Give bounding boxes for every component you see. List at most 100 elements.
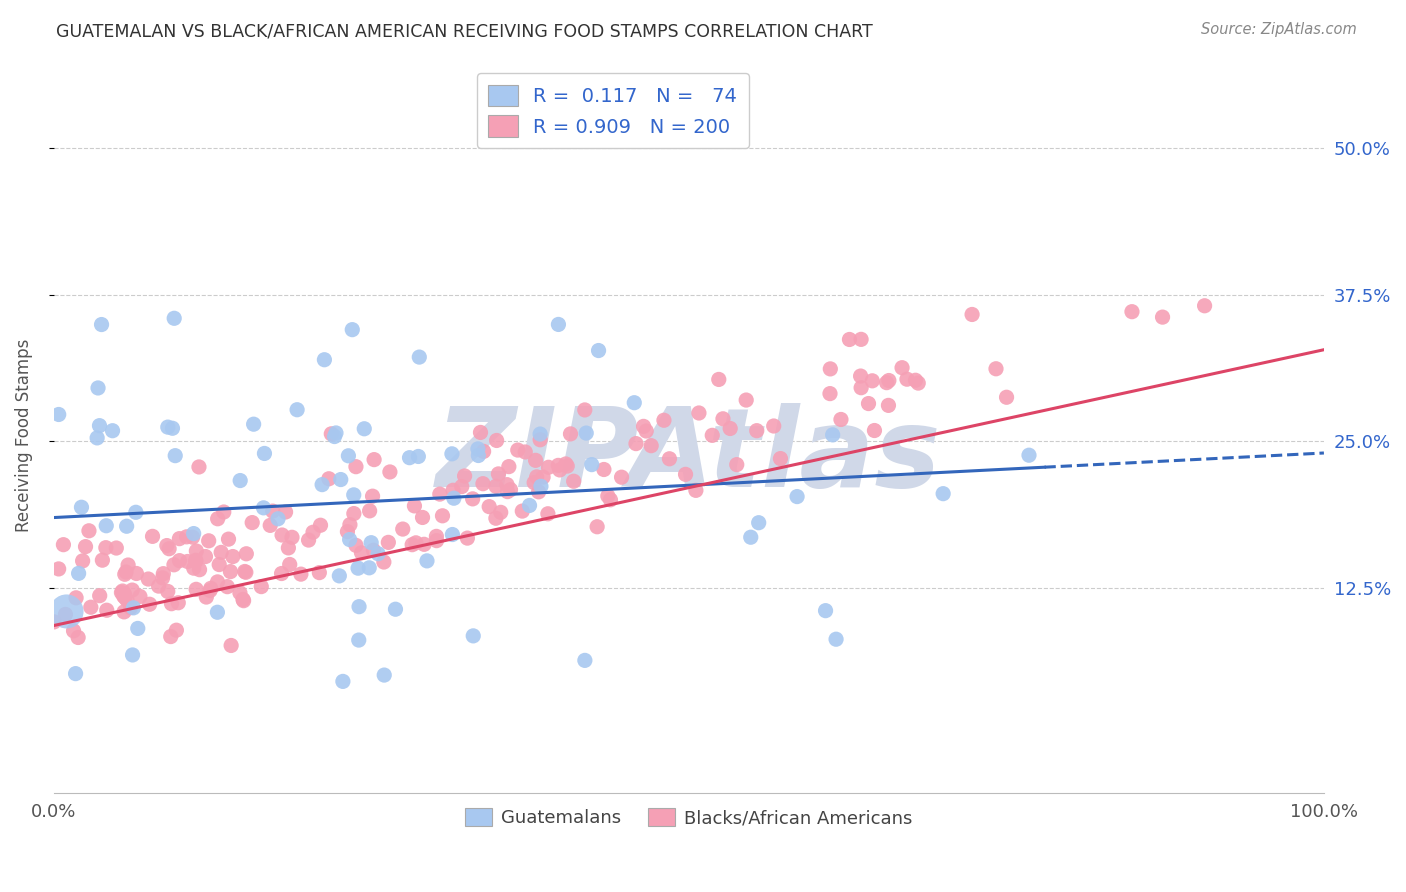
Point (309, 518, 332, 533)
Point (574, 653, 596, 667)
Point (711, 412, 734, 426)
Point (114, 591, 136, 605)
Point (252, 500, 274, 515)
Point (412, 510, 434, 524)
Point (499, 483, 522, 497)
Point (1121, 304, 1143, 318)
Point (1152, 310, 1174, 325)
Point (290, 567, 312, 582)
Point (219, 639, 242, 653)
Point (156, 584, 179, 599)
Point (110, 585, 132, 599)
Point (229, 474, 252, 488)
Point (270, 566, 292, 581)
Point (65, 591, 87, 605)
Point (769, 451, 792, 466)
Point (200, 582, 222, 596)
Point (250, 580, 273, 594)
Point (363, 543, 385, 558)
Point (169, 532, 191, 546)
Point (240, 516, 263, 530)
Point (285, 402, 308, 417)
Point (138, 597, 160, 611)
Point (652, 413, 675, 427)
Point (218, 532, 240, 546)
Point (588, 343, 610, 358)
Point (461, 491, 484, 506)
Point (361, 489, 384, 503)
Point (825, 632, 848, 647)
Point (523, 475, 546, 490)
Point (450, 479, 472, 493)
Point (529, 427, 551, 442)
Point (562, 475, 585, 489)
Point (821, 428, 844, 442)
Point (526, 470, 548, 484)
Point (77, 524, 100, 538)
Point (115, 519, 138, 533)
Point (90, 318, 112, 332)
Point (891, 360, 914, 375)
Point (96, 603, 118, 617)
Point (347, 633, 370, 648)
Point (496, 477, 519, 491)
Point (96, 518, 118, 533)
Point (960, 308, 983, 322)
Point (141, 529, 163, 543)
Point (344, 538, 367, 552)
Point (75, 540, 97, 554)
Point (89, 589, 111, 603)
Point (849, 369, 872, 384)
Point (91, 553, 114, 567)
Point (198, 583, 221, 598)
Point (337, 449, 360, 463)
Point (633, 419, 655, 434)
Point (347, 599, 370, 614)
Point (515, 445, 537, 459)
Point (127, 622, 149, 636)
Point (195, 590, 218, 604)
Point (391, 522, 413, 536)
Point (328, 569, 350, 583)
Point (207, 605, 229, 619)
Point (329, 473, 352, 487)
Point (162, 421, 184, 435)
Point (156, 539, 179, 553)
Point (160, 597, 183, 611)
Point (1018, 448, 1040, 462)
Point (347, 561, 370, 575)
Point (688, 406, 710, 420)
Point (65, 666, 87, 681)
Point (314, 352, 336, 367)
Point (740, 530, 762, 544)
Point (610, 470, 633, 484)
Point (849, 332, 872, 346)
Point (308, 566, 330, 580)
Point (363, 452, 385, 467)
Point (360, 535, 382, 549)
Point (125, 505, 148, 519)
Point (413, 537, 436, 551)
Point (55, 604, 77, 618)
Point (271, 528, 294, 542)
Point (212, 505, 235, 519)
Point (486, 467, 509, 481)
Point (586, 520, 609, 534)
Point (467, 449, 489, 463)
Point (554, 457, 576, 471)
Point (408, 450, 430, 464)
Point (707, 372, 730, 386)
Point (441, 527, 464, 541)
Point (496, 484, 519, 499)
Point (184, 553, 207, 567)
Point (339, 517, 361, 532)
Point (658, 451, 681, 466)
Point (478, 500, 501, 514)
Point (555, 459, 578, 474)
Point (48, 562, 70, 576)
Point (596, 489, 619, 503)
Point (183, 561, 205, 575)
Point (48, 408, 70, 422)
Point (318, 472, 340, 486)
Point (574, 403, 596, 417)
